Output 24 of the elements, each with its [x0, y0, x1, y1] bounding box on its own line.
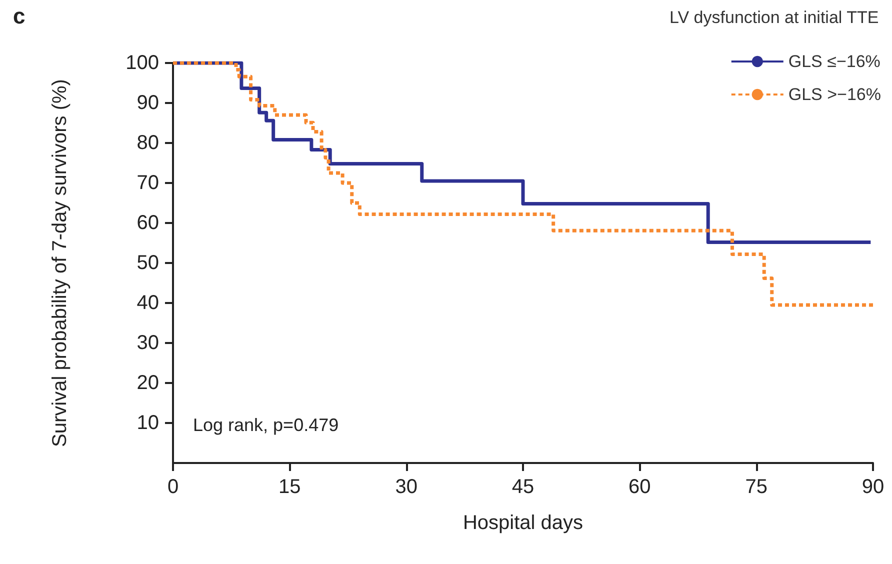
x-axis-title: Hospital days: [462, 512, 584, 534]
x-tick-label: 60: [628, 476, 651, 498]
annotation: Log rank, p=0.479: [193, 415, 339, 435]
x-tick-label: 30: [395, 476, 418, 498]
legend-label: GLS ≤−16%: [788, 52, 880, 71]
x-tick-label: 90: [862, 476, 884, 498]
y-tick-label: 70: [136, 172, 159, 194]
y-tick-label: 100: [126, 52, 159, 74]
y-tick-label: 60: [136, 212, 159, 234]
x-tick-label: 15: [278, 476, 301, 498]
y-tick-label: 30: [136, 332, 159, 354]
y-axis-title: Survival probability of 7-day survivors (%): [49, 79, 71, 447]
legend-title: LV dysfunction at initial TTE: [670, 8, 879, 27]
y-tick-label: 40: [136, 292, 159, 314]
legend-label: GLS >−16%: [788, 85, 882, 104]
y-tick-label: 50: [136, 252, 159, 274]
chart-title: c: [13, 4, 26, 28]
x-tick-label: 75: [745, 476, 768, 498]
y-tick-label: 90: [136, 92, 159, 114]
y-tick-label: 10: [136, 412, 159, 434]
y-tick-label: 20: [136, 372, 159, 394]
x-tick-label: 0: [167, 476, 179, 498]
y-tick-label: 80: [136, 132, 159, 154]
x-tick-label: 45: [512, 476, 534, 498]
